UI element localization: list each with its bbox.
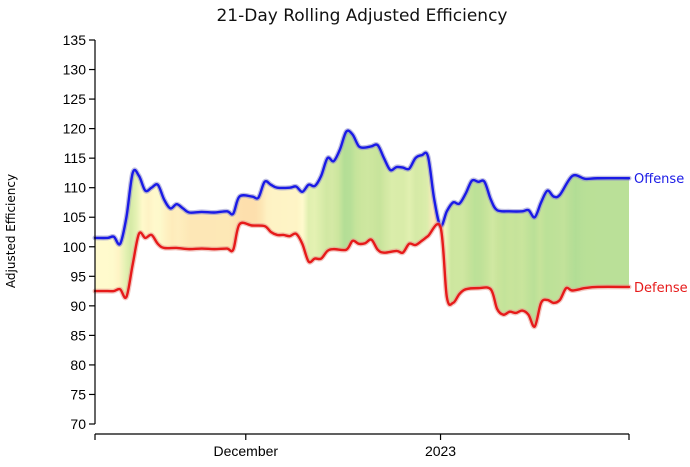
y-tick-label: 130 — [63, 62, 87, 78]
y-tick-label: 75 — [70, 386, 86, 402]
y-tick-label: 80 — [70, 357, 86, 373]
defense-series-label: Defense — [634, 281, 688, 296]
offense-series-label: Offense — [634, 172, 684, 187]
y-tick-label: 70 — [70, 416, 86, 432]
plot-area — [92, 128, 632, 330]
efficiency-margin-band — [95, 130, 629, 327]
y-tick-label: 105 — [63, 209, 87, 225]
y-tick-label: 135 — [63, 32, 87, 48]
offense-line — [93, 129, 631, 246]
series-end-labels: Offense Defense — [634, 172, 688, 296]
y-tick-label: 90 — [70, 298, 86, 314]
y-tick-label: 85 — [70, 327, 86, 343]
y-tick-label: 95 — [70, 268, 86, 284]
x-tick-label: December — [213, 443, 278, 459]
y-tick-label: 110 — [64, 180, 87, 196]
x-tick-label: 2023 — [425, 443, 456, 459]
defense-line — [93, 221, 631, 328]
y-tick-label: 125 — [63, 91, 87, 107]
y-tick-label: 115 — [64, 150, 87, 166]
y-tick-label: 120 — [63, 121, 87, 137]
y-tick-label: 100 — [63, 239, 87, 255]
axes: 70 75 80 85 90 95 100 105 110 115 120 125 130 135 Dece… — [63, 32, 630, 459]
y-axis-label: Adjusted Efficiency — [4, 174, 18, 288]
chart-title: 21-Day Rolling Adjusted Efficiency — [216, 6, 507, 26]
